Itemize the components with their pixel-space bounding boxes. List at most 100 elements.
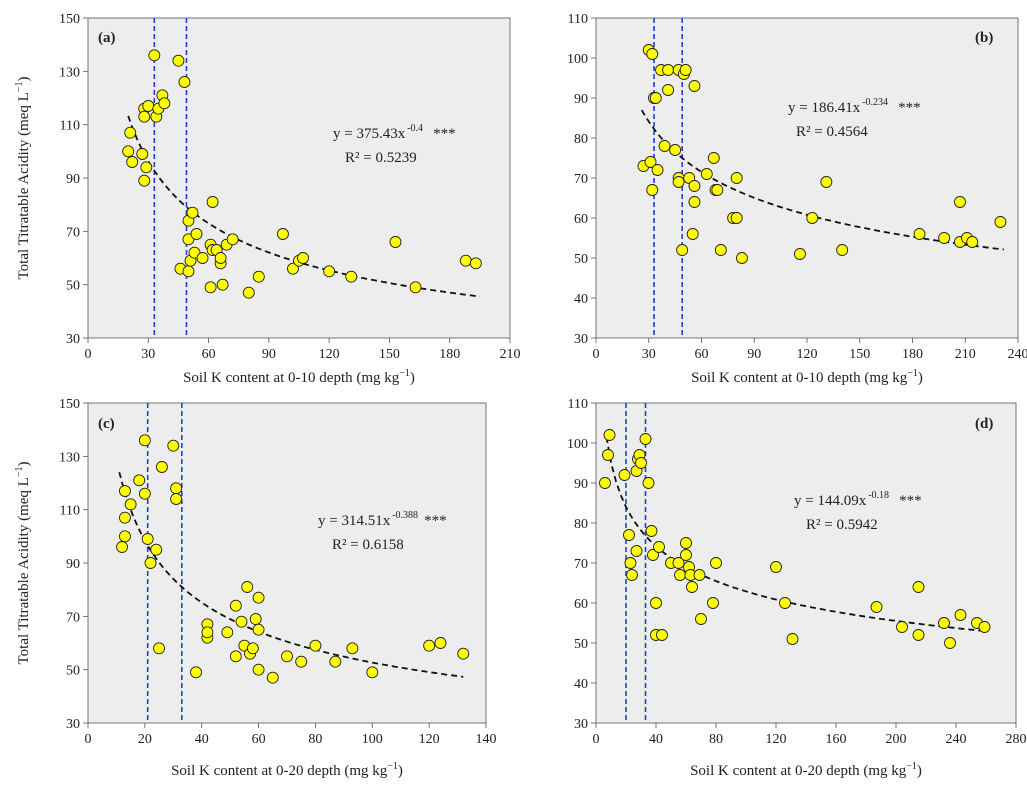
data-point xyxy=(252,663,265,676)
data-point xyxy=(190,666,202,679)
data-point xyxy=(389,236,402,248)
data-point xyxy=(201,626,214,639)
data-point xyxy=(216,278,229,291)
x-tick-label: 40 xyxy=(195,732,209,747)
r-squared: R² = 0.5239 xyxy=(345,150,417,166)
trend-line xyxy=(118,471,464,678)
data-point xyxy=(688,196,701,208)
data-point xyxy=(119,485,131,497)
equation-significance: *** xyxy=(424,513,447,529)
x-tick-label: 90 xyxy=(747,347,761,362)
x-tick-label: 120 xyxy=(766,732,787,747)
data-point xyxy=(138,174,151,187)
marks: 0 30 60 90 120 150 180 210 240 30 40 50 60 70 80 90 100 1… xyxy=(567,12,1027,362)
y-tick-label: 30 xyxy=(574,332,588,347)
y-tick-label: 110 xyxy=(568,12,588,27)
data-point xyxy=(295,655,308,668)
x-tick-label: 0 xyxy=(85,732,92,747)
x-axis-label-exponent: −1 xyxy=(399,368,410,379)
data-point xyxy=(170,493,183,505)
data-point xyxy=(635,457,647,469)
data-point xyxy=(836,244,849,256)
data-point xyxy=(190,228,203,240)
data-point xyxy=(158,97,171,110)
data-point xyxy=(345,270,358,283)
equation-exponent: -0.18 xyxy=(868,490,889,501)
data-point xyxy=(235,615,248,628)
data-point xyxy=(297,252,309,264)
y-axis-label: Total Titratable Acidity (meq L−1) xyxy=(14,462,32,665)
data-point xyxy=(241,581,254,593)
data-point xyxy=(136,148,149,160)
plot-area xyxy=(595,402,1017,724)
data-point xyxy=(896,621,908,633)
y-tick-label: 90 xyxy=(574,477,588,492)
data-point xyxy=(221,626,234,639)
data-point xyxy=(707,152,720,164)
data-point xyxy=(602,449,614,461)
y-tick-label: 70 xyxy=(574,172,588,187)
data-point xyxy=(229,599,242,612)
data-point xyxy=(978,621,991,633)
x-tick-label: 180 xyxy=(439,347,460,362)
data-point xyxy=(599,477,611,489)
data-point xyxy=(126,156,139,168)
y-tick-label: 50 xyxy=(574,637,588,652)
data-point xyxy=(700,168,713,180)
x-axis-label-exponent: −1 xyxy=(387,761,398,772)
x-axis-label-exponent: −1 xyxy=(906,761,917,772)
y-tick-label: 50 xyxy=(66,279,80,294)
y-tick-label: 70 xyxy=(66,610,80,625)
data-point xyxy=(662,64,675,76)
equation-significance: *** xyxy=(898,100,921,116)
data-point xyxy=(124,126,137,139)
y-tick-label: 50 xyxy=(574,252,588,267)
y-tick-label: 130 xyxy=(59,450,80,465)
x-tick-label: 80 xyxy=(308,732,322,747)
data-point xyxy=(323,265,336,278)
y-tick-label: 70 xyxy=(574,557,588,572)
data-point xyxy=(870,601,883,613)
data-point xyxy=(730,172,743,184)
data-point xyxy=(680,537,692,549)
data-point xyxy=(669,144,682,156)
data-point xyxy=(246,642,259,655)
y-tick-label: 60 xyxy=(574,212,588,227)
data-point xyxy=(707,597,719,609)
data-point xyxy=(624,557,637,569)
data-point xyxy=(954,609,967,621)
x-tick-label: 120 xyxy=(419,732,440,747)
data-point xyxy=(204,281,217,294)
marks: 0 20 40 60 80 100 120 140 30 50 70 90 110 130 150 xyxy=(59,397,497,747)
data-point xyxy=(714,244,727,256)
equation: y = 186.41x -0.234 *** xyxy=(788,97,921,116)
x-tick-label: 0 xyxy=(85,347,92,362)
y-axis-label-exponent: −1 xyxy=(14,467,25,478)
x-tick-label: 60 xyxy=(695,347,709,362)
data-point xyxy=(786,633,799,645)
data-point xyxy=(630,545,643,557)
data-point xyxy=(806,212,819,224)
y-tick-label: 40 xyxy=(574,292,588,307)
marks: 0 30 60 90 120 150 180 210 30 50 70 90 110 130 150 xyxy=(59,12,521,362)
panel-d: (d) 0 40 80 120 160 200 240 280 30 40 50 60 70 80 90 10… xyxy=(567,397,1027,779)
data-point xyxy=(686,228,699,240)
x-tick-label: 60 xyxy=(202,347,216,362)
panel-c: (c) 0 20 40 60 80 100 120 14030507090110130150 … xyxy=(14,397,497,779)
data-point xyxy=(172,54,185,67)
data-point xyxy=(794,248,806,260)
equation: y = 144.09x -0.18 *** xyxy=(794,490,922,509)
data-point xyxy=(119,530,131,543)
data-point xyxy=(770,561,782,573)
data-point xyxy=(626,569,638,581)
y-tick-label: 90 xyxy=(66,172,80,187)
data-point xyxy=(695,613,707,625)
equation: y = 314.51x -0.388 *** xyxy=(318,510,447,529)
y-tick-label: 60 xyxy=(574,597,588,612)
y-tick-label: 110 xyxy=(60,119,80,134)
data-point xyxy=(644,156,657,168)
y-tick-label: 30 xyxy=(574,717,588,732)
data-point xyxy=(820,176,833,188)
y-tick-label: 150 xyxy=(59,12,80,27)
data-point xyxy=(653,541,665,553)
